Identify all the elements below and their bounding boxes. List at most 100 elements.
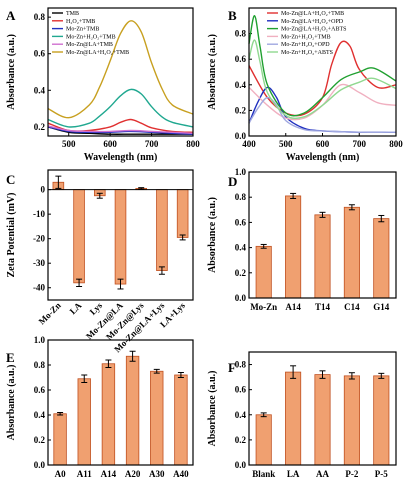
- panel-label-C: C: [6, 172, 15, 187]
- series-line: [248, 96, 397, 133]
- y-tick-label: 0: [41, 185, 46, 195]
- bar: [73, 189, 85, 284]
- plot-frame: [248, 7, 397, 137]
- y-tick-label: 0.8: [235, 29, 247, 39]
- y-tick-label: 0.2: [34, 435, 46, 445]
- y-tick-label: 0.2: [235, 105, 247, 115]
- bar: [150, 370, 164, 466]
- x-tick-label: A30: [149, 469, 165, 479]
- x-tick-label: LA: [68, 300, 84, 316]
- bar: [156, 189, 168, 271]
- bar: [255, 245, 272, 299]
- y-tick-label: 0.8: [34, 360, 46, 370]
- y-tick-label: 0.4: [235, 80, 247, 90]
- x-tick-label: C14: [344, 302, 360, 312]
- series-line: [47, 126, 194, 135]
- y-tick-label: 0.4: [34, 410, 46, 420]
- x-tick-label: 600: [316, 139, 330, 149]
- panel-F: F Absorbance (a.u.) 0.0 0.2 0.4 0.6 0.8 Blank LA…: [207, 351, 397, 479]
- panel-C: C Zeta Potential (mV) -40 -30 -20 -10 0 Mo-Zn LA…: [6, 169, 194, 354]
- bar: [176, 189, 189, 238]
- bar: [343, 375, 360, 466]
- series-line: [47, 125, 194, 134]
- plot-frame: [248, 351, 397, 466]
- panel-A: A Absorbance (a.u.) 0.2 0.4 0.6 0.8 500 600 700 8…: [6, 7, 200, 163]
- y-tick-label: 0.6: [235, 54, 247, 64]
- plot-frame: [47, 339, 194, 466]
- y-tick-label: 1.0: [235, 167, 247, 177]
- bar: [285, 371, 302, 466]
- legend-entry: Mo-Zn@LA+H₂O₂+TMB: [281, 11, 344, 17]
- panel-D: D Absorbance (a.u.) 0.0 0.2 0.4 0.6 0.8 1.0 Mo-Z…: [207, 167, 397, 312]
- y-axis-label: Absorbance (a.u.): [6, 365, 17, 441]
- x-tick-label: 600: [103, 139, 117, 149]
- y-tick-label: 0.4: [235, 243, 247, 253]
- bar: [114, 189, 127, 285]
- x-tick-label: LA: [287, 469, 300, 479]
- x-axis-label: Wavelength (nm): [286, 152, 360, 163]
- x-axis-label: Wavelength (nm): [84, 152, 158, 163]
- panel-label-D: D: [228, 174, 237, 189]
- y-axis-label: Zeta Potential (mV): [6, 193, 17, 278]
- y-tick-label: 0.6: [235, 385, 247, 395]
- series-line: [47, 20, 194, 119]
- series-line: [248, 39, 397, 120]
- bar: [343, 206, 360, 299]
- panel-B: B Absorbance (a.u.) 0.0 0.2 0.4 0.6 0.8 400 500 6…: [207, 7, 403, 163]
- y-tick-label: 0.6: [235, 217, 247, 227]
- x-tick-label: 800: [186, 139, 200, 149]
- y-axis-label: Absorbance (a.u.): [207, 371, 218, 447]
- series-line: [248, 14, 397, 117]
- y-tick-label: 0.4: [34, 85, 46, 95]
- legend-entry: Mo-Zn+TMB: [66, 27, 99, 33]
- y-tick-label: 0.4: [235, 410, 247, 420]
- x-tick-label: A14: [101, 469, 117, 479]
- x-tick-label: 800: [389, 139, 403, 149]
- y-tick-label: 0.2: [235, 268, 247, 278]
- legend-entry: H₂O₂+TMB: [66, 19, 95, 25]
- x-tick-label: 500: [279, 139, 293, 149]
- x-tick-label: A0: [55, 469, 66, 479]
- bar: [101, 363, 116, 466]
- x-tick-label: 700: [353, 139, 367, 149]
- panel-label-F: F: [228, 360, 236, 375]
- legend-entry: Mo-Zn@LA+H₂O₂+TMB: [66, 50, 129, 56]
- panel-label-A: A: [6, 8, 16, 23]
- x-tick-label: P-2: [345, 469, 358, 479]
- bar: [174, 374, 188, 466]
- bar: [53, 413, 67, 466]
- x-tick-label: Mo-Zn: [250, 302, 277, 312]
- x-tick-label: 700: [145, 139, 159, 149]
- legend-entry: Mo-Zn+H₂O₂+TMB: [281, 34, 331, 40]
- y-tick-label: 0.8: [235, 360, 247, 370]
- bar: [314, 214, 331, 299]
- bar: [285, 195, 302, 299]
- y-tick-label: -20: [33, 234, 45, 244]
- x-tick-label: 400: [242, 139, 256, 149]
- y-tick-label: 0.0: [235, 460, 247, 470]
- y-tick-label: -30: [33, 258, 45, 268]
- y-tick-label: 0.2: [235, 435, 247, 445]
- x-tick-label: 500: [62, 139, 76, 149]
- y-tick-label: 0.8: [34, 12, 46, 22]
- legend-entry: Mo-Zn+H₂O₂+OPD: [281, 42, 330, 48]
- legend-entry: Mo-Zn+H₂O₂+ABTS: [281, 50, 333, 56]
- x-tick-label: P-5: [375, 469, 388, 479]
- y-axis-label: Absorbance (a.u.): [6, 34, 17, 110]
- bar: [125, 355, 140, 466]
- y-tick-label: 0.6: [34, 385, 46, 395]
- panel-label-B: B: [228, 8, 237, 23]
- y-tick-label: 0.0: [34, 460, 46, 470]
- bar: [255, 414, 272, 466]
- panel-label-E: E: [6, 350, 15, 365]
- legend-entry: Mo-Zn+H₂O₂+TMB: [66, 34, 116, 40]
- x-tick-label: A20: [125, 469, 141, 479]
- y-axis-label: Absorbance (a.u.): [207, 197, 218, 273]
- bar: [77, 378, 91, 466]
- x-tick-label: G14: [373, 302, 390, 312]
- legend-entry: Mo-Zn@LA+H₂O₂+OPD: [281, 19, 344, 25]
- x-tick-label: Blank: [252, 469, 275, 479]
- y-tick-label: 0.0: [235, 293, 247, 303]
